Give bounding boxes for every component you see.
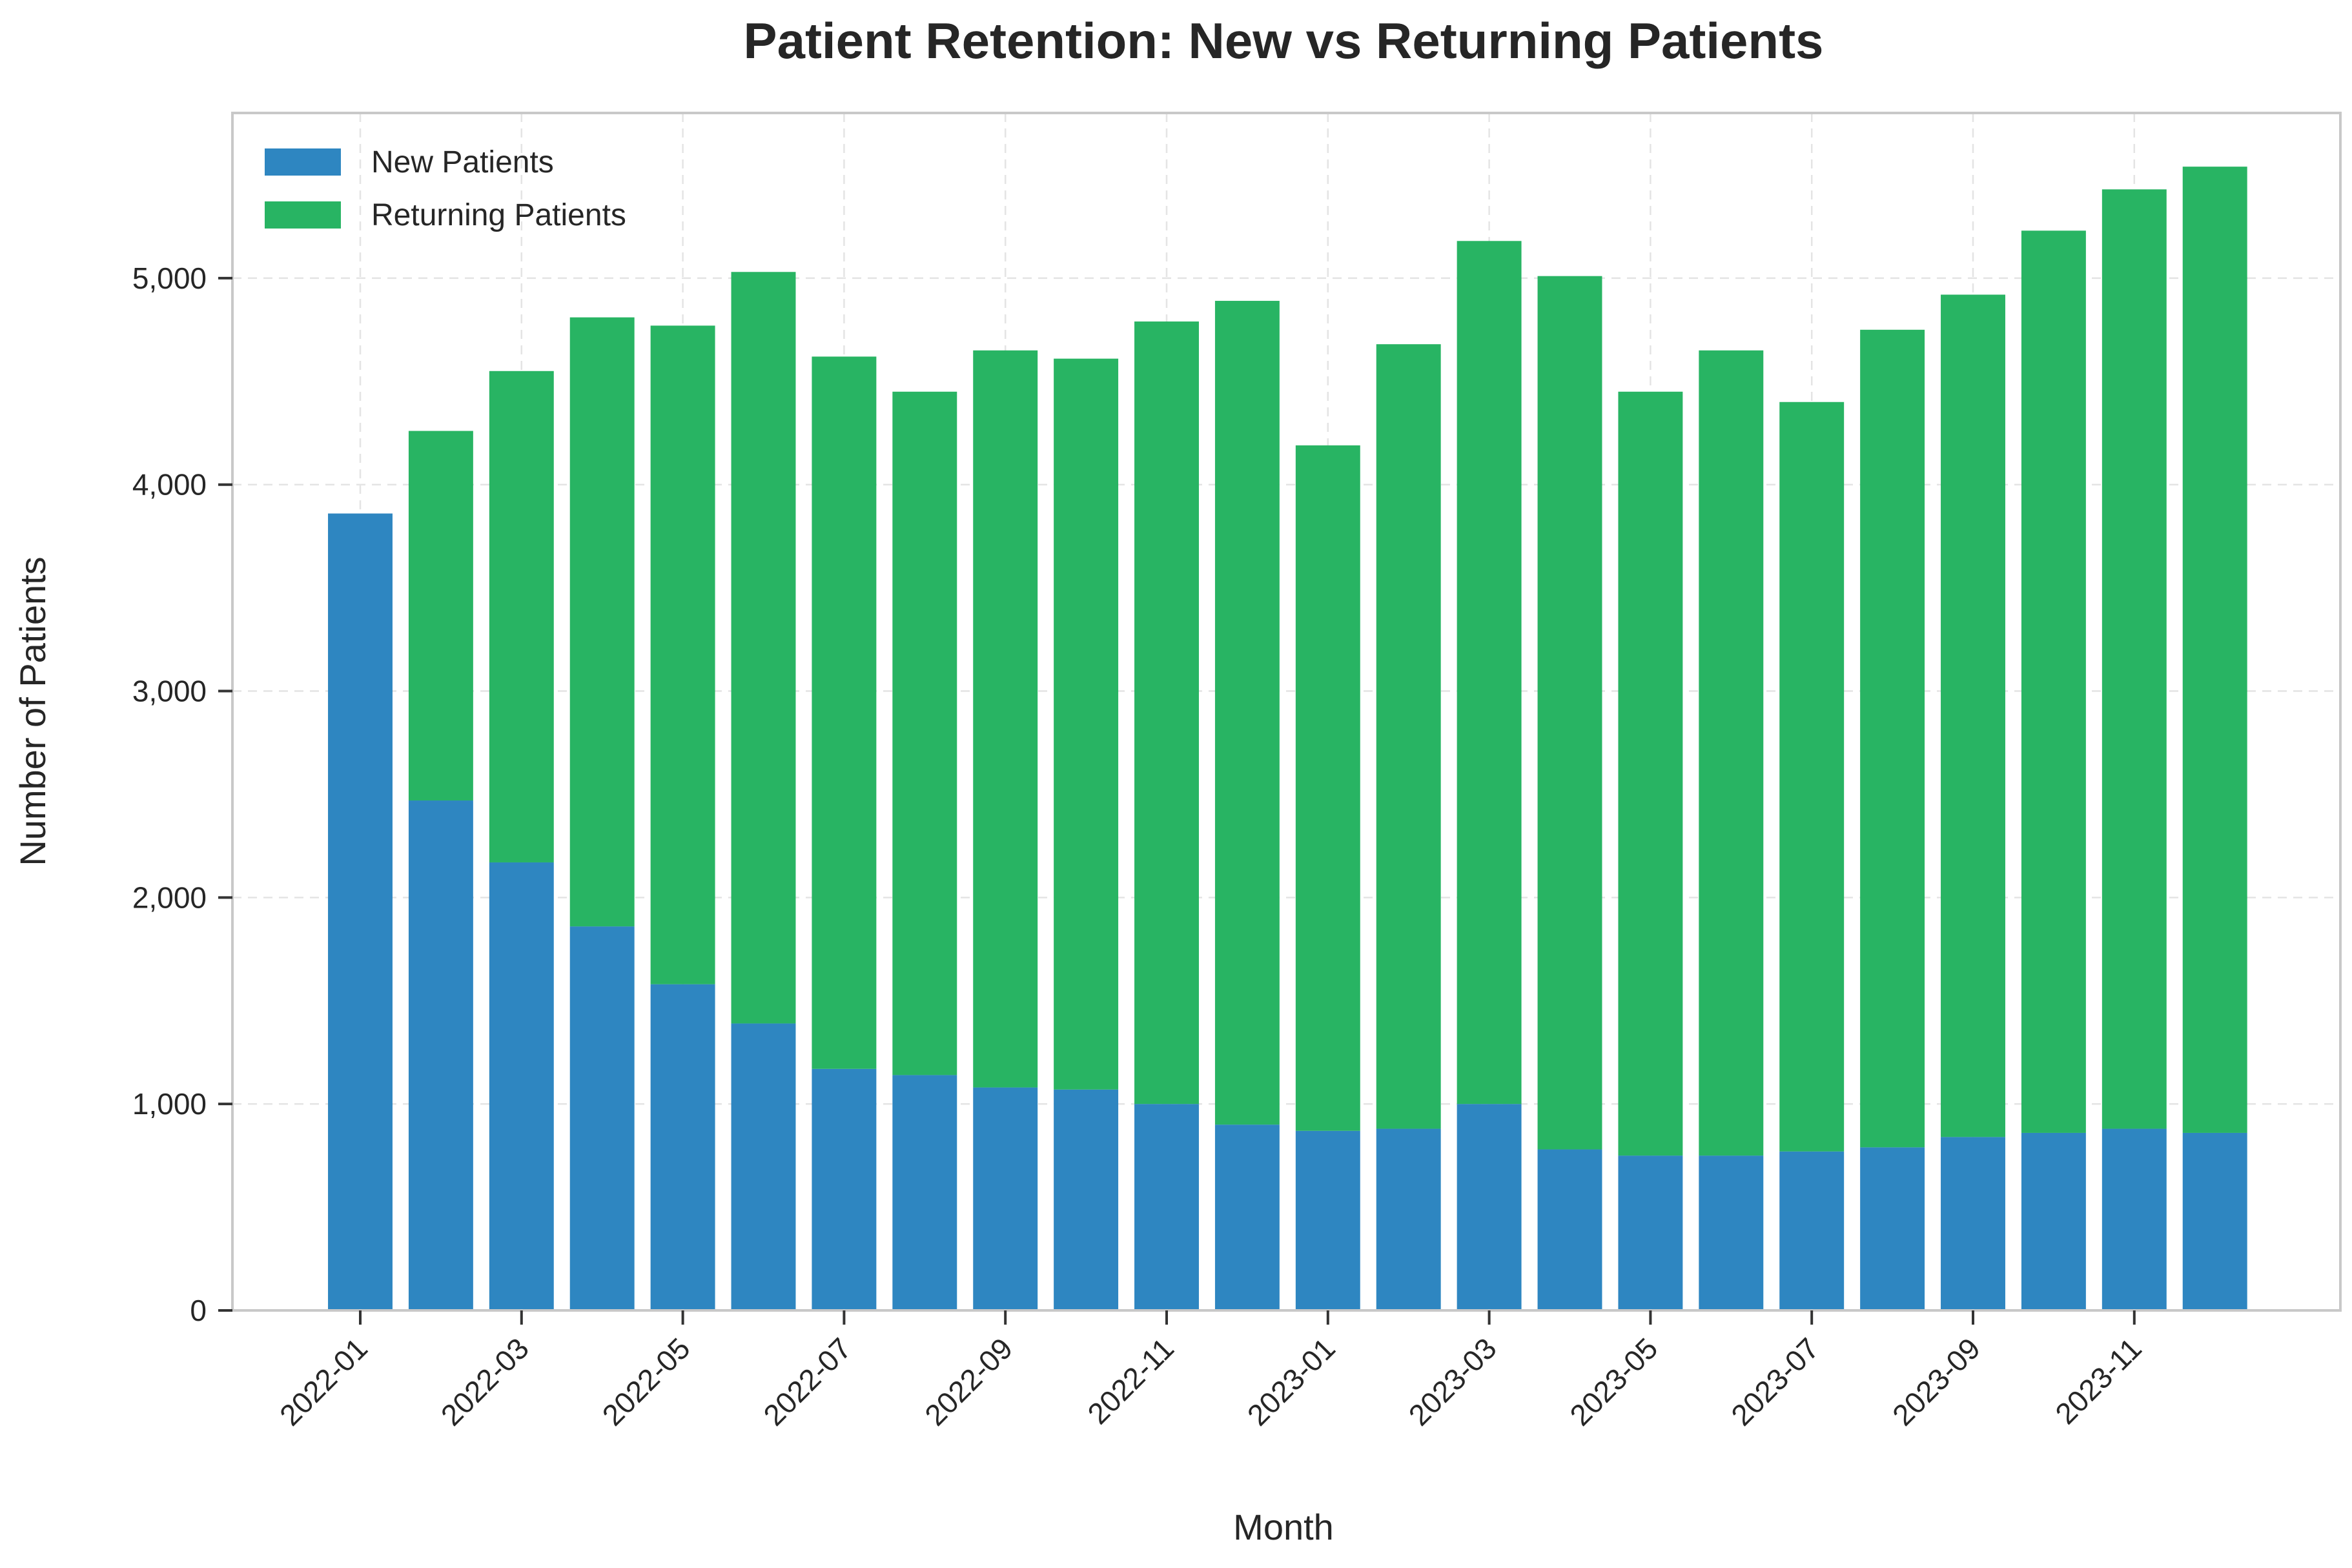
bar-new-patients bbox=[1214, 1125, 1280, 1310]
y-axis: 0 1,000 2,000 3,000 4,000 5,000 bbox=[132, 261, 232, 1327]
bar-new-patients bbox=[2182, 1132, 2247, 1310]
plot-frame bbox=[231, 112, 2342, 1312]
x-tick-label: 2022-09 bbox=[918, 1331, 1019, 1432]
x-tick-label: 2023-03 bbox=[1402, 1331, 1503, 1432]
bar-returning-patients bbox=[812, 356, 877, 1069]
bar-returning-patients bbox=[1134, 321, 1199, 1105]
bar-returning-patients bbox=[731, 272, 796, 1024]
bar-returning-patients bbox=[892, 391, 957, 1075]
bar-returning-patients bbox=[1618, 391, 1683, 1156]
bar-returning-patients bbox=[2101, 189, 2167, 1129]
y-tick-label: 3,000 bbox=[132, 675, 207, 708]
bar-new-patients bbox=[1699, 1156, 1764, 1310]
bar-returning-patients bbox=[569, 317, 635, 927]
bar-returning-patients bbox=[1054, 358, 1119, 1090]
x-tick-label: 2022-11 bbox=[1081, 1331, 1180, 1431]
bar-returning-patients bbox=[1295, 445, 1360, 1131]
bar-new-patients bbox=[1537, 1149, 1602, 1310]
bar-new-patients bbox=[2101, 1128, 2167, 1310]
legend-label: New Patients bbox=[371, 145, 554, 179]
x-tick-label: 2023-01 bbox=[1241, 1331, 1342, 1432]
bar-returning-patients bbox=[1214, 301, 1280, 1125]
bar-new-patients bbox=[569, 926, 635, 1310]
bar-returning-patients bbox=[1779, 402, 1845, 1152]
legend: New Patients Returning Patients bbox=[265, 145, 626, 232]
x-tick-label: 2022-01 bbox=[273, 1331, 374, 1432]
legend-label: Returning Patients bbox=[371, 198, 626, 232]
bar-returning-patients bbox=[489, 371, 554, 862]
bar-returning-patients bbox=[1457, 241, 1522, 1105]
x-tick-label: 2023-09 bbox=[1886, 1331, 1987, 1432]
y-tick-label: 1,000 bbox=[132, 1087, 207, 1121]
x-tick-label: 2022-03 bbox=[435, 1331, 535, 1432]
bar-new-patients bbox=[731, 1023, 796, 1310]
y-tick-label: 4,000 bbox=[132, 468, 207, 502]
bar-new-patients bbox=[408, 800, 473, 1310]
bar-returning-patients bbox=[1537, 276, 1602, 1150]
bar-new-patients bbox=[1779, 1151, 1845, 1310]
x-tick-label: 2023-07 bbox=[1724, 1331, 1825, 1432]
bar-returning-patients bbox=[2182, 167, 2247, 1133]
y-axis-label: Number of Patients bbox=[12, 556, 53, 866]
chart-title: Patient Retention: New vs Returning Pati… bbox=[744, 12, 1824, 69]
bar-new-patients bbox=[1941, 1137, 2005, 1310]
x-tick-label: 2023-05 bbox=[1563, 1331, 1664, 1432]
y-tick-label: 2,000 bbox=[132, 881, 207, 914]
x-tick-label: 2022-07 bbox=[757, 1331, 857, 1432]
bar-new-patients bbox=[1134, 1104, 1199, 1310]
bar-new-patients bbox=[1054, 1089, 1119, 1310]
bar-new-patients bbox=[1457, 1104, 1522, 1310]
x-axis: 2022-01 2022-03 2022-05 2022-07 2022-09 2022-… bbox=[273, 1310, 2148, 1432]
bar-returning-patients bbox=[1699, 350, 1764, 1156]
bar-new-patients bbox=[489, 862, 554, 1310]
x-tick-label: 2023-11 bbox=[2049, 1331, 2148, 1431]
bar-returning-patients bbox=[2021, 230, 2086, 1133]
bar-new-patients bbox=[973, 1087, 1038, 1310]
bar-new-patients bbox=[1295, 1130, 1360, 1310]
legend-swatch bbox=[265, 201, 341, 229]
bar-new-patients bbox=[1618, 1156, 1683, 1310]
legend-swatch bbox=[265, 148, 341, 176]
bar-new-patients bbox=[812, 1068, 877, 1310]
bar-returning-patients bbox=[1860, 329, 1925, 1148]
bar-returning-patients bbox=[408, 431, 473, 801]
bars-group bbox=[328, 167, 2247, 1310]
bar-returning-patients bbox=[1941, 294, 2005, 1137]
bar-new-patients bbox=[2021, 1132, 2086, 1310]
bar-new-patients bbox=[650, 984, 715, 1310]
y-tick-label: 5,000 bbox=[132, 261, 207, 295]
x-axis-label: Month bbox=[1233, 1507, 1334, 1547]
bar-returning-patients bbox=[1376, 344, 1441, 1129]
y-tick-label: 0 bbox=[190, 1294, 207, 1327]
bar-new-patients bbox=[1376, 1128, 1441, 1310]
bar-new-patients bbox=[328, 513, 393, 1310]
bar-returning-patients bbox=[973, 350, 1038, 1088]
bar-new-patients bbox=[1860, 1147, 1925, 1310]
x-tick-label: 2022-05 bbox=[596, 1331, 697, 1432]
bar-new-patients bbox=[892, 1075, 957, 1310]
bar-returning-patients bbox=[650, 325, 715, 984]
